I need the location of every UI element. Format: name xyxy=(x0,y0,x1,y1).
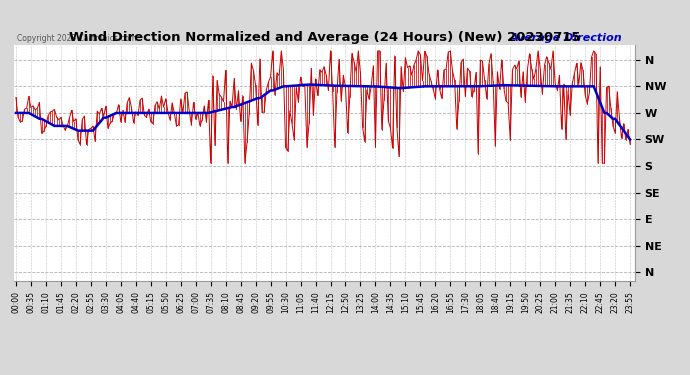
Title: Wind Direction Normalized and Average (24 Hours) (New) 20230715: Wind Direction Normalized and Average (2… xyxy=(68,31,580,44)
Text: Copyright 2023 Cartronics.com: Copyright 2023 Cartronics.com xyxy=(17,34,137,43)
Text: Average Direction: Average Direction xyxy=(510,33,622,43)
